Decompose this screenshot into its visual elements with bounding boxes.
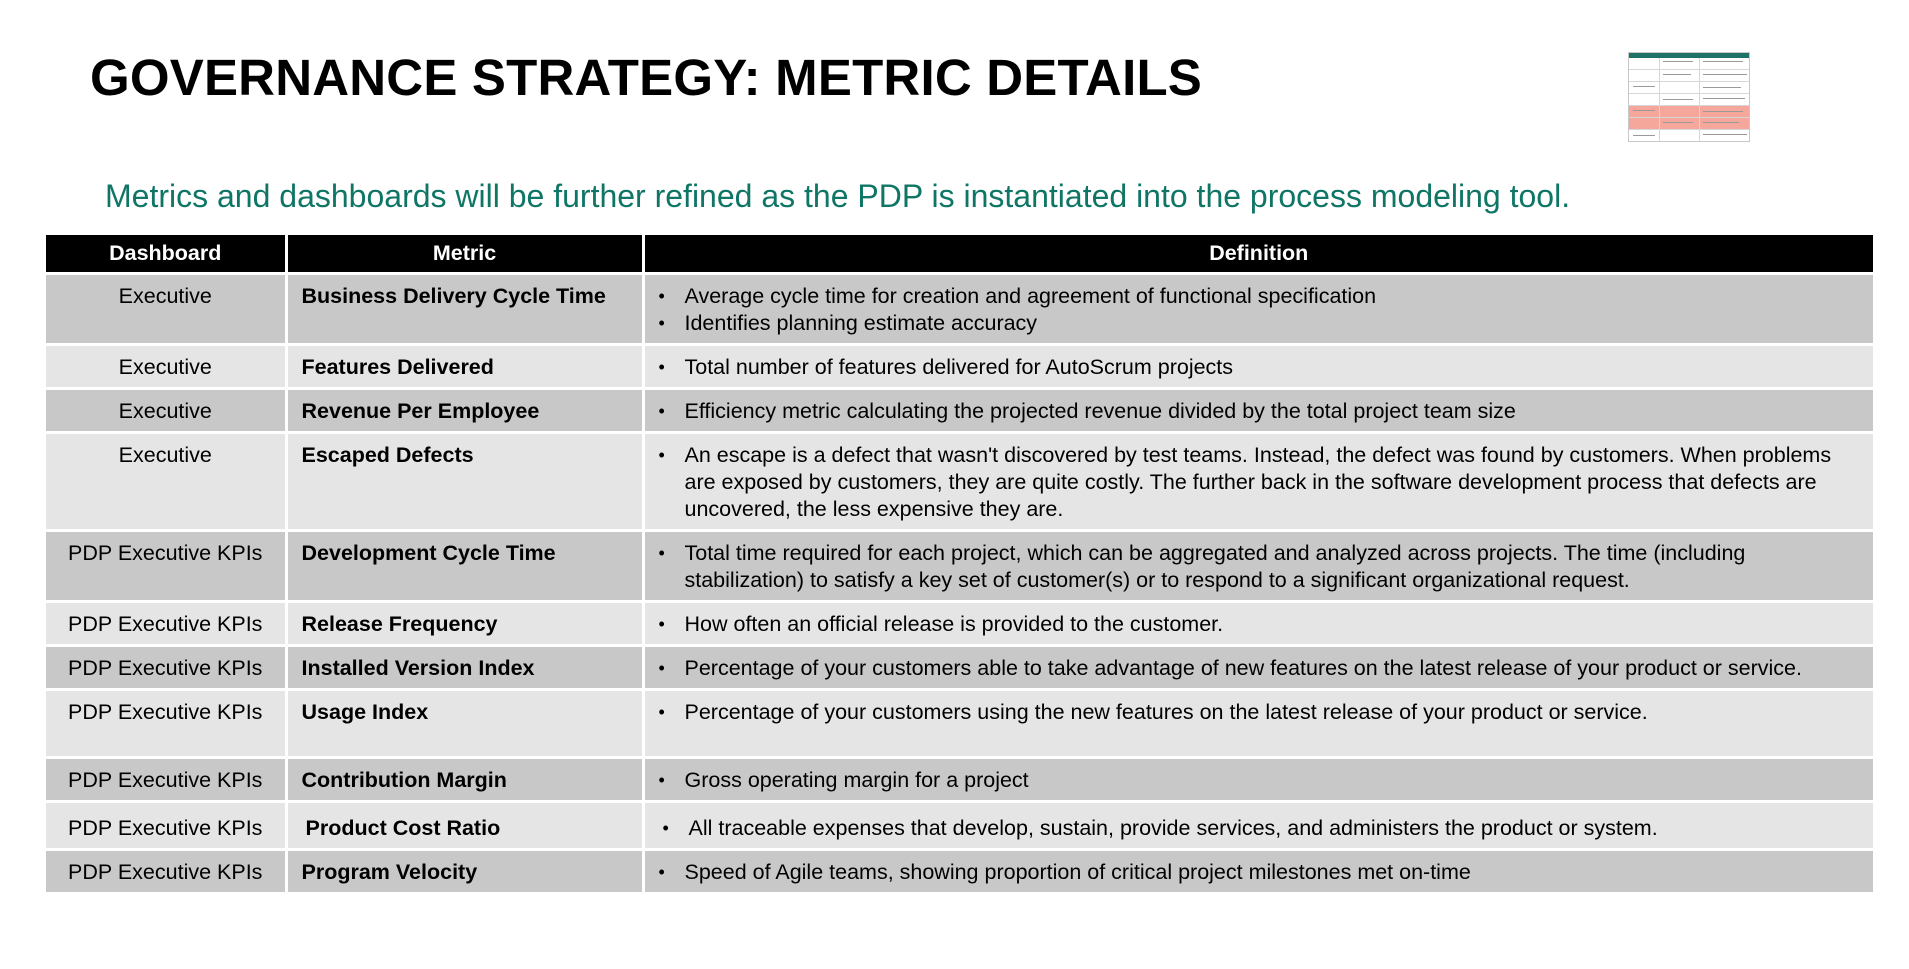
metric-cell: Usage Index bbox=[284, 688, 645, 759]
table-header-row: Dashboard Metric Definition bbox=[46, 235, 1873, 274]
definition-bullet: Gross operating margin for a project bbox=[659, 767, 1860, 794]
definition-cell: Percentage of your customers using the n… bbox=[641, 688, 1873, 759]
dashboard-cell: Executive bbox=[46, 387, 288, 434]
definition-cell: All traceable expenses that develop, sus… bbox=[641, 800, 1873, 851]
definition-bullet: Identifies planning estimate accuracy bbox=[659, 310, 1860, 337]
table-row: PDP Executive KPIs Contribution Margin G… bbox=[46, 756, 1873, 803]
definition-cell: Total time required for each project, wh… bbox=[641, 529, 1873, 603]
dashboard-cell: PDP Executive KPIs bbox=[46, 848, 288, 895]
dashboard-cell: Executive bbox=[46, 343, 288, 390]
dashboard-cell: Executive bbox=[46, 431, 288, 532]
page-title: GOVERNANCE STRATEGY: METRIC DETAILS bbox=[90, 49, 1203, 106]
definition-bullet: How often an official release is provide… bbox=[659, 611, 1860, 638]
definition-cell: Efficiency metric calculating the projec… bbox=[641, 387, 1873, 434]
table-row: Executive Business Delivery Cycle Time A… bbox=[46, 272, 1873, 346]
table-row: PDP Executive KPIs Release Frequency How… bbox=[46, 600, 1873, 647]
definition-bullet: Average cycle time for creation and agre… bbox=[659, 283, 1860, 310]
metric-details-table: Dashboard Metric Definition Executive Bu… bbox=[46, 235, 1873, 895]
metric-cell: Business Delivery Cycle Time bbox=[284, 272, 645, 346]
table-row: Executive Features Delivered Total numbe… bbox=[46, 343, 1873, 390]
metric-cell: Revenue Per Employee bbox=[284, 387, 645, 434]
metric-cell: Contribution Margin bbox=[284, 756, 645, 803]
definition-bullet: Total number of features delivered for A… bbox=[659, 354, 1860, 381]
definition-cell: Percentage of your customers able to tak… bbox=[641, 644, 1873, 691]
metric-cell: Features Delivered bbox=[284, 343, 645, 390]
definition-cell: Total number of features delivered for A… bbox=[641, 343, 1873, 390]
slide-thumbnail-image bbox=[1628, 52, 1750, 142]
table-row: PDP Executive KPIs Product Cost Ratio Al… bbox=[46, 800, 1873, 851]
definition-bullet: Total time required for each project, wh… bbox=[659, 540, 1860, 594]
subtitle: Metrics and dashboards will be further r… bbox=[105, 178, 1571, 214]
metric-cell: Product Cost Ratio bbox=[284, 800, 645, 851]
definition-cell: Speed of Agile teams, showing proportion… bbox=[641, 848, 1873, 895]
dashboard-cell: PDP Executive KPIs bbox=[46, 600, 288, 647]
table-row: Executive Escaped Defects An escape is a… bbox=[46, 431, 1873, 532]
table-row: PDP Executive KPIs Development Cycle Tim… bbox=[46, 529, 1873, 603]
header-metric: Metric bbox=[284, 235, 645, 274]
metric-cell: Release Frequency bbox=[284, 600, 645, 647]
definition-cell: An escape is a defect that wasn't discov… bbox=[641, 431, 1873, 532]
table-row: PDP Executive KPIs Installed Version Ind… bbox=[46, 644, 1873, 691]
dashboard-cell: Executive bbox=[46, 272, 288, 346]
definition-bullet: Speed of Agile teams, showing proportion… bbox=[659, 859, 1860, 886]
dashboard-cell: PDP Executive KPIs bbox=[46, 756, 288, 803]
metric-cell: Program Velocity bbox=[284, 848, 645, 895]
table-row: PDP Executive KPIs Usage Index Percentag… bbox=[46, 688, 1873, 759]
definition-bullet: An escape is a defect that wasn't discov… bbox=[659, 442, 1860, 523]
metric-cell: Development Cycle Time bbox=[284, 529, 645, 603]
definition-bullet: Percentage of your customers using the n… bbox=[659, 699, 1860, 726]
dashboard-cell: PDP Executive KPIs bbox=[46, 644, 288, 691]
definition-cell: Gross operating margin for a project bbox=[641, 756, 1873, 803]
dashboard-cell: PDP Executive KPIs bbox=[46, 529, 288, 603]
definition-cell: Average cycle time for creation and agre… bbox=[641, 272, 1873, 346]
header-definition: Definition bbox=[641, 235, 1873, 274]
definition-bullet: Percentage of your customers able to tak… bbox=[659, 655, 1860, 682]
table-row: PDP Executive KPIs Program Velocity Spee… bbox=[46, 848, 1873, 895]
dashboard-cell: PDP Executive KPIs bbox=[46, 800, 288, 851]
dashboard-cell: PDP Executive KPIs bbox=[46, 688, 288, 759]
metric-cell: Installed Version Index bbox=[284, 644, 645, 691]
definition-bullet: Efficiency metric calculating the projec… bbox=[659, 398, 1860, 425]
header-dashboard: Dashboard bbox=[46, 235, 288, 274]
definition-cell: How often an official release is provide… bbox=[641, 600, 1873, 647]
definition-bullet: All traceable expenses that develop, sus… bbox=[663, 815, 1860, 842]
metric-cell: Escaped Defects bbox=[284, 431, 645, 532]
table-row: Executive Revenue Per Employee Efficienc… bbox=[46, 387, 1873, 434]
